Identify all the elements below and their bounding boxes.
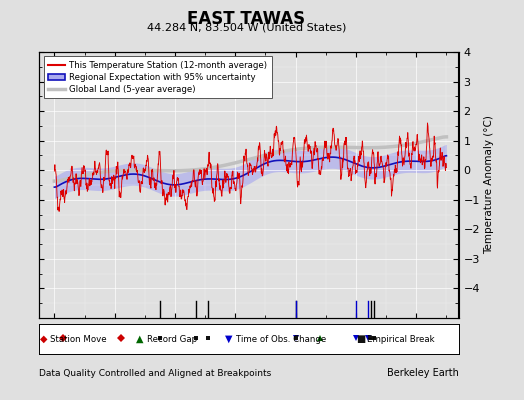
Text: Data Quality Controlled and Aligned at Breakpoints: Data Quality Controlled and Aligned at B… [39,369,271,378]
Text: Station Move: Station Move [50,335,106,344]
Text: Time of Obs. Change: Time of Obs. Change [236,335,326,344]
Text: ◆: ◆ [40,334,47,344]
Y-axis label: Temperature Anomaly (°C): Temperature Anomaly (°C) [484,116,494,254]
Text: ▼: ▼ [225,334,233,344]
Legend: This Temperature Station (12-month average), Regional Expectation with 95% uncer: This Temperature Station (12-month avera… [43,56,272,98]
Text: EAST TAWAS: EAST TAWAS [187,10,305,28]
Text: Empirical Break: Empirical Break [367,335,434,344]
Text: ■: ■ [356,334,366,344]
Text: 44.284 N, 83.504 W (United States): 44.284 N, 83.504 W (United States) [147,22,346,32]
Text: Record Gap: Record Gap [147,335,197,344]
Text: ▲: ▲ [136,334,144,344]
Text: Berkeley Earth: Berkeley Earth [387,368,458,378]
